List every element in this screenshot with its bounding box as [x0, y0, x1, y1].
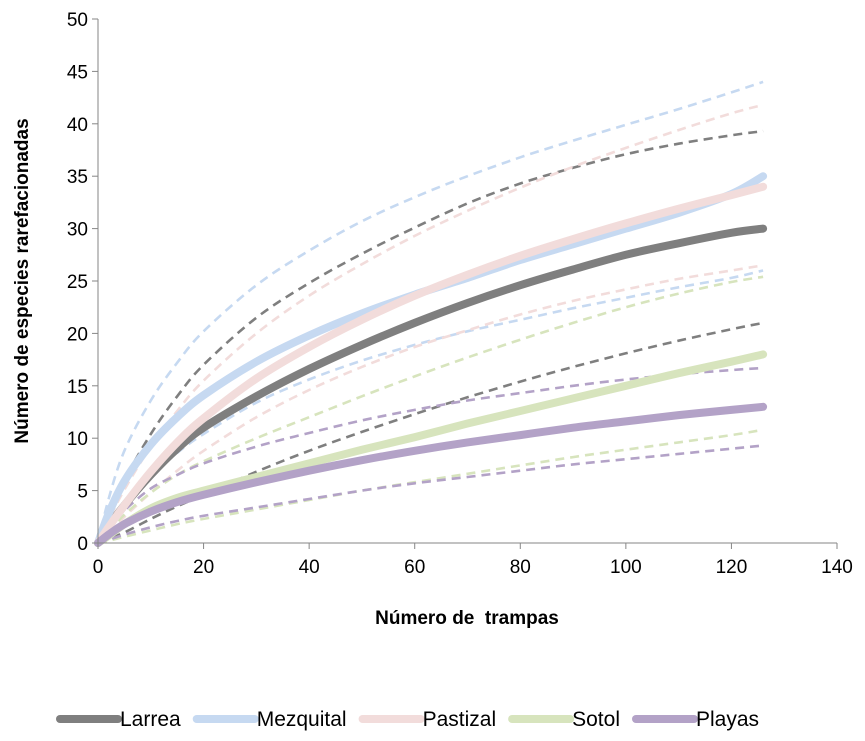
y-tick-label: 15 [67, 377, 88, 398]
legend-label-pastizal: Pastizal [423, 708, 497, 731]
legend-label-playas: Playas [696, 708, 759, 731]
series-playas-upper-bound [96, 366, 764, 544]
y-tick-label: 10 [67, 429, 88, 450]
series-larrea-lower-bound [97, 321, 764, 545]
legend: Larrea Mezquital Pastizal Sotol Playas [56, 708, 759, 731]
x-tick-label: 40 [299, 557, 320, 578]
series-larrea-upper-bound [96, 129, 764, 544]
series-pastizal-line [94, 182, 768, 547]
y-tick-label: 40 [67, 115, 88, 136]
series-mezquital-lower-bound [96, 269, 764, 544]
x-tick-label: 100 [610, 557, 642, 578]
x-tick-label: 120 [716, 557, 748, 578]
y-tick-label: 45 [67, 62, 88, 83]
y-tick-label: 0 [77, 534, 88, 555]
x-ticks: 0 20 40 60 80 100 120 140 [93, 543, 853, 578]
y-tick-label: 20 [67, 324, 88, 345]
series-playas-lower-bound [97, 444, 764, 545]
x-axis-title: Número de trampas [375, 608, 559, 629]
series-mezquital-upper-bound [96, 80, 764, 544]
x-tick-label: 80 [510, 557, 531, 578]
series-sotol-upper-bound [97, 275, 764, 544]
y-tick-label: 25 [67, 272, 88, 293]
series-sotol-lower-bound [97, 428, 764, 545]
y-axis-title: Número de especies rarefacionadas [12, 118, 33, 443]
series-playas-line [94, 402, 768, 547]
series-pastizal-upper-bound [96, 103, 764, 544]
legend-label-larrea: Larrea [120, 708, 181, 731]
x-tick-label: 140 [821, 557, 853, 578]
x-tick-label: 0 [93, 557, 104, 578]
plot-area [94, 80, 768, 547]
series-mezquital-line [94, 172, 768, 547]
legend-label-sotol: Sotol [572, 708, 620, 731]
y-tick-label: 35 [67, 167, 88, 188]
y-tick-label: 30 [67, 220, 88, 241]
y-ticks: 0 5 10 15 20 25 30 35 40 45 50 [67, 10, 98, 555]
x-tick-label: 60 [404, 557, 425, 578]
y-tick-label: 5 [77, 482, 88, 503]
legend-label-mezquital: Mezquital [257, 708, 347, 731]
y-tick-label: 50 [67, 10, 88, 31]
x-tick-label: 20 [193, 557, 214, 578]
